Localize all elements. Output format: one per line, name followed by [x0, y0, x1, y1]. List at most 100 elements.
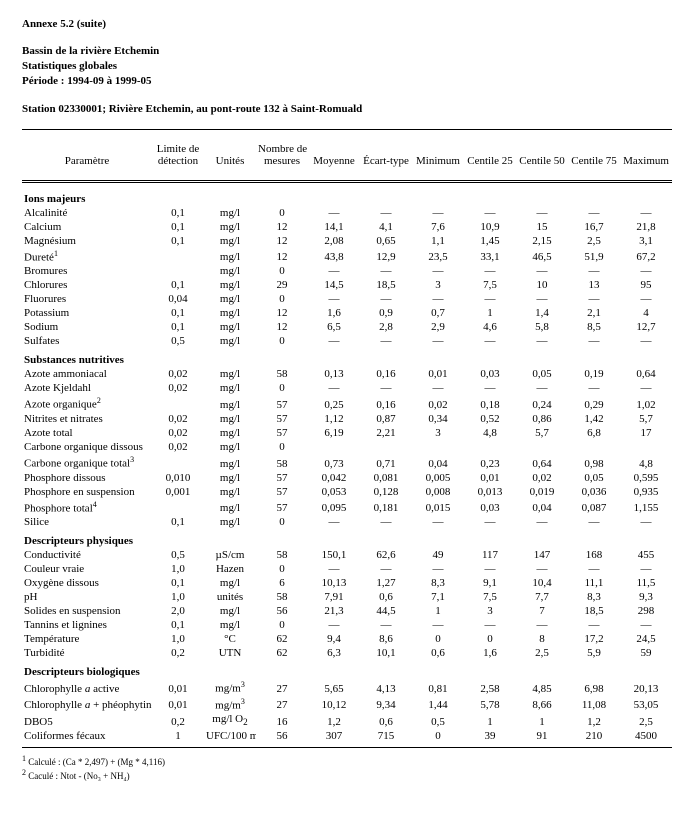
value-cell: mg/l	[204, 576, 256, 590]
param-cell: Carbone organique total3	[22, 454, 152, 471]
value-cell: mg/m3	[204, 679, 256, 696]
value-cell: 3	[412, 278, 464, 292]
value-cell: 0,98	[568, 454, 620, 471]
stats-line: Statistiques globales	[22, 60, 117, 72]
table-row: Turbidité0,2UTN626,310,10,61,62,55,959	[22, 646, 672, 660]
value-cell: 0,02	[516, 471, 568, 485]
value-cell: 57	[256, 426, 308, 440]
table-row: Nitrites et nitrates0,02mg/l571,120,870,…	[22, 412, 672, 426]
value-cell: mg/m3	[204, 696, 256, 713]
value-cell: 10,12	[308, 696, 360, 713]
value-cell: 455	[620, 548, 672, 562]
value-cell: —	[620, 562, 672, 576]
value-cell: 1,2	[568, 712, 620, 728]
footnotes: 1 Calculé : (Ca * 2,497) + (Mg * 4,116)2…	[22, 754, 667, 783]
value-cell: 0,001	[152, 485, 204, 499]
value-cell: mg/l	[204, 440, 256, 454]
value-cell: 8,3	[568, 590, 620, 604]
value-cell: —	[568, 381, 620, 395]
value-cell: 46,5	[516, 248, 568, 265]
value-cell: 0	[464, 632, 516, 646]
table-row: Conductivité0,5µS/cm58150,162,6491171471…	[22, 548, 672, 562]
table-row: Température1,0°C629,48,600817,224,5	[22, 632, 672, 646]
param-cell: Nitrites et nitrates	[22, 412, 152, 426]
value-cell: 12,7	[620, 320, 672, 334]
value-cell: —	[620, 206, 672, 220]
value-cell: —	[464, 381, 516, 395]
value-cell: 6,98	[568, 679, 620, 696]
value-cell: mg/l	[204, 426, 256, 440]
value-cell: 2,08	[308, 234, 360, 248]
value-cell: 7,91	[308, 590, 360, 604]
value-cell: —	[620, 515, 672, 529]
table-row: DBO50,2mg/l O2161,20,60,5111,22,5	[22, 712, 672, 728]
value-cell: 150,1	[308, 548, 360, 562]
table-row: Phosphore en suspension0,001mg/l570,0530…	[22, 485, 672, 499]
value-cell: 95	[620, 278, 672, 292]
value-cell: 0	[256, 292, 308, 306]
value-cell: 12	[256, 248, 308, 265]
value-cell: 0,005	[412, 471, 464, 485]
value-cell: 0,02	[152, 381, 204, 395]
section-header: Ions majeurs	[22, 187, 672, 206]
data-table: ParamètreLimite dedétectionUnitésNombre …	[22, 129, 672, 748]
value-cell: 4,6	[464, 320, 516, 334]
value-cell: 0,04	[152, 292, 204, 306]
table-row: Fluorures0,04mg/l0———————	[22, 292, 672, 306]
value-cell: 4,13	[360, 679, 412, 696]
value-cell: 10,13	[308, 576, 360, 590]
value-cell: 0,86	[516, 412, 568, 426]
value-cell: 24,5	[620, 632, 672, 646]
value-cell: 57	[256, 499, 308, 516]
value-cell: —	[620, 334, 672, 348]
col-header: Écart-type	[360, 142, 412, 168]
param-cell: Coliformes fécaux	[22, 729, 152, 743]
value-cell: 6,19	[308, 426, 360, 440]
table-row: Azote ammoniacal0,02mg/l580,130,160,010,…	[22, 367, 672, 381]
table-row: Calcium0,1mg/l1214,14,17,610,91516,721,8	[22, 220, 672, 234]
value-cell: 4,8	[464, 426, 516, 440]
table-row: Azote Kjeldahl0,02mg/l0———————	[22, 381, 672, 395]
value-cell: —	[464, 562, 516, 576]
value-cell: 14,1	[308, 220, 360, 234]
value-cell: mg/l	[204, 454, 256, 471]
value-cell: 1,45	[464, 234, 516, 248]
param-cell: Conductivité	[22, 548, 152, 562]
value-cell: 12,9	[360, 248, 412, 265]
param-cell: Bromures	[22, 264, 152, 278]
value-cell: 12	[256, 234, 308, 248]
value-cell: —	[568, 515, 620, 529]
param-cell: Chlorophylle a + phéophytine a	[22, 696, 152, 713]
value-cell: 0,1	[152, 515, 204, 529]
value-cell: 2,5	[568, 234, 620, 248]
param-cell: Sodium	[22, 320, 152, 334]
value-cell: 307	[308, 729, 360, 743]
value-cell: —	[516, 515, 568, 529]
station-line: Station 02330001; Rivière Etchemin, au p…	[22, 103, 667, 115]
value-cell: 10,9	[464, 220, 516, 234]
value-cell: 51,9	[568, 248, 620, 265]
value-cell: 0,03	[464, 367, 516, 381]
value-cell: 57	[256, 485, 308, 499]
col-header: Nombre demesures	[256, 142, 308, 168]
value-cell: —	[620, 292, 672, 306]
param-cell: Température	[22, 632, 152, 646]
value-cell: 0,181	[360, 499, 412, 516]
param-cell: DBO5	[22, 712, 152, 728]
value-cell: —	[308, 381, 360, 395]
value-cell: 0,87	[360, 412, 412, 426]
table-row: Sodium0,1mg/l126,52,82,94,65,88,512,7	[22, 320, 672, 334]
value-cell: 0,042	[308, 471, 360, 485]
value-cell: 7,5	[464, 278, 516, 292]
value-cell: 147	[516, 548, 568, 562]
value-cell: 0,29	[568, 395, 620, 412]
value-cell: —	[360, 381, 412, 395]
param-cell: Azote total	[22, 426, 152, 440]
table-row: Carbone organique total3mg/l580,730,710,…	[22, 454, 672, 471]
value-cell: 2,0	[152, 604, 204, 618]
value-cell: —	[412, 264, 464, 278]
col-header: Centile 50	[516, 142, 568, 168]
value-cell: 2,15	[516, 234, 568, 248]
value-cell: —	[516, 292, 568, 306]
value-cell: 0,25	[308, 395, 360, 412]
